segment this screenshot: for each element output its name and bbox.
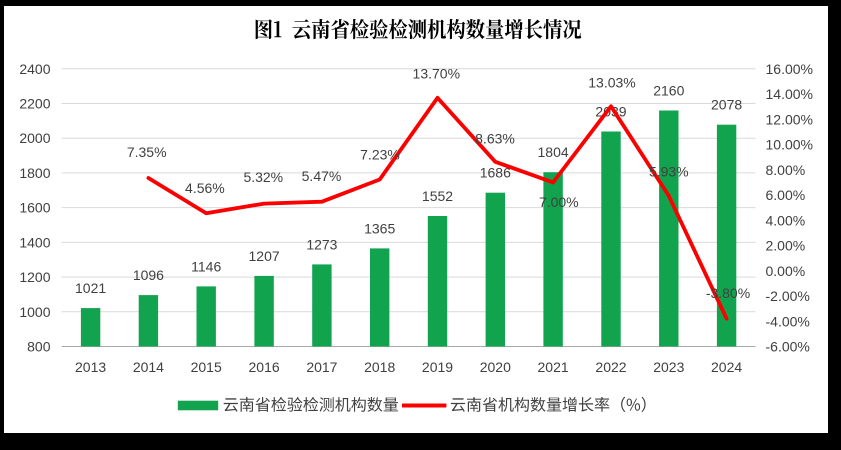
svg-text:2019: 2019 [422,359,453,375]
svg-text:7.23%: 7.23% [360,147,400,163]
svg-text:2160: 2160 [653,83,684,99]
svg-text:1021: 1021 [75,280,106,296]
svg-text:13.03%: 13.03% [588,74,635,90]
svg-text:0.00%: 0.00% [766,263,806,279]
svg-text:2024: 2024 [711,359,742,375]
svg-text:2014: 2014 [133,359,164,375]
svg-text:1146: 1146 [191,258,221,274]
svg-text:12.00%: 12.00% [766,111,813,127]
svg-text:1200: 1200 [19,269,50,285]
svg-text:2021: 2021 [538,359,569,375]
svg-text:5.32%: 5.32% [243,169,283,185]
svg-text:2000: 2000 [19,130,50,146]
svg-text:4.56%: 4.56% [185,180,225,196]
svg-text:1686: 1686 [480,165,511,181]
svg-text:1400: 1400 [19,234,50,250]
svg-text:1552: 1552 [422,188,453,204]
svg-text:1804: 1804 [538,144,569,160]
svg-text:6.00%: 6.00% [766,187,806,203]
svg-text:2023: 2023 [653,359,684,375]
svg-text:-4.00%: -4.00% [766,313,810,329]
svg-text:8.63%: 8.63% [475,131,515,147]
svg-text:1096: 1096 [133,267,164,283]
svg-text:1207: 1207 [249,248,280,264]
svg-text:-6.00%: -6.00% [766,339,810,355]
svg-text:5.47%: 5.47% [302,168,342,184]
svg-text:5.93%: 5.93% [649,164,689,180]
svg-text:13.70%: 13.70% [413,65,460,81]
svg-text:-2.00%: -2.00% [766,288,810,304]
svg-text:2018: 2018 [364,359,395,375]
svg-text:2022: 2022 [595,359,626,375]
svg-text:-3.80%: -3.80% [706,285,750,301]
svg-text:2017: 2017 [306,359,337,375]
svg-text:1600: 1600 [19,200,50,216]
svg-text:1273: 1273 [306,236,337,252]
svg-text:2020: 2020 [480,359,511,375]
svg-text:2016: 2016 [249,359,280,375]
svg-text:2078: 2078 [711,97,742,113]
svg-text:2013: 2013 [75,359,106,375]
svg-text:2.00%: 2.00% [766,238,806,254]
svg-text:14.00%: 14.00% [766,86,813,102]
svg-text:1800: 1800 [19,165,50,181]
svg-text:800: 800 [27,339,51,355]
svg-text:7.35%: 7.35% [127,144,167,160]
svg-text:2200: 2200 [19,96,50,112]
svg-text:1365: 1365 [364,220,395,236]
svg-text:7.00%: 7.00% [539,194,579,210]
svg-text:1000: 1000 [19,304,50,320]
svg-text:4.00%: 4.00% [766,212,806,228]
svg-text:8.00%: 8.00% [766,162,806,178]
svg-text:2400: 2400 [19,61,50,77]
svg-text:2015: 2015 [191,359,222,375]
svg-text:16.00%: 16.00% [766,61,813,77]
svg-text:10.00%: 10.00% [766,137,813,153]
